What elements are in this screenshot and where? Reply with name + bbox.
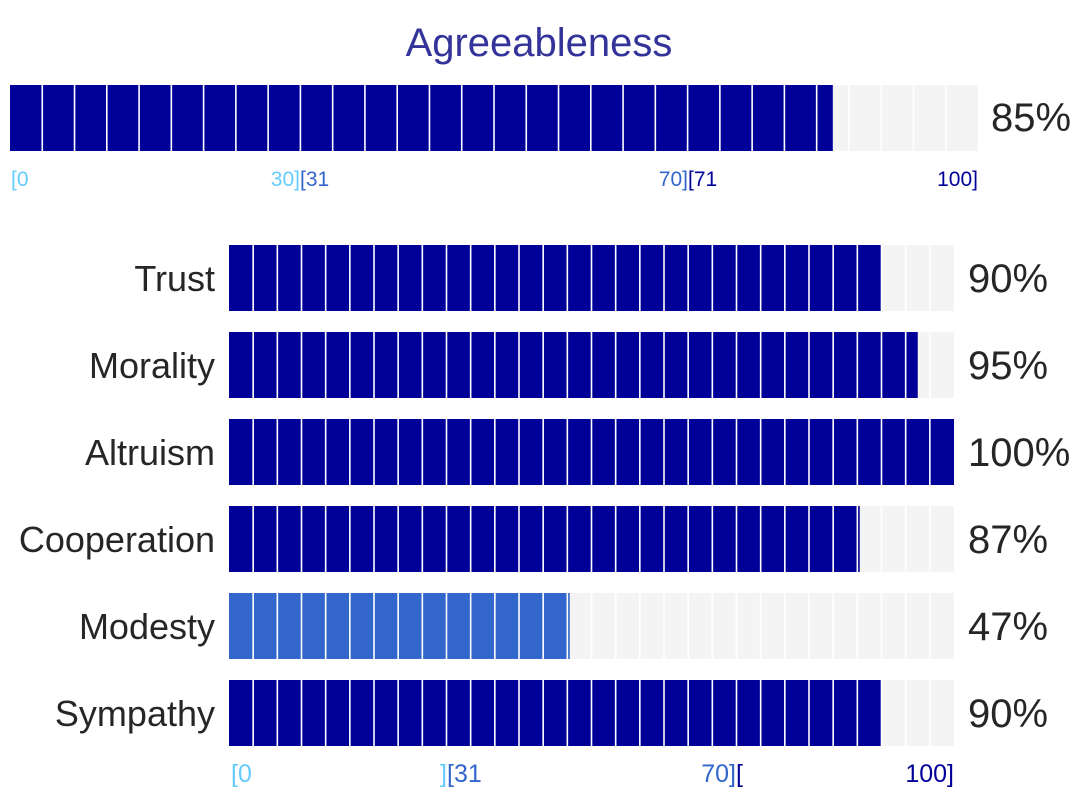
facet-row: Sympathy 90% <box>55 680 1048 746</box>
facet-row: Modesty 47% <box>79 593 1048 659</box>
facet-value-label: 90% <box>968 257 1048 301</box>
facet-tick-label: 70] <box>701 760 736 788</box>
facet-bars: Trust 90% Morality 95% Altruism 100% Cooperati… <box>19 245 1070 746</box>
facet-bar-fill <box>229 332 918 398</box>
facet-label: Trust <box>134 258 215 299</box>
facet-bar-fill <box>229 245 882 311</box>
facet-bar <box>229 593 954 659</box>
facet-bar-fill <box>229 506 860 572</box>
overall-bar-track-fill <box>10 85 833 151</box>
facet-label: Cooperation <box>19 519 215 560</box>
overall-bar <box>10 85 978 151</box>
facet-row: Cooperation 87% <box>19 506 1048 572</box>
overall-tick-label: [71 <box>688 168 717 191</box>
facet-value-label: 100% <box>968 431 1070 475</box>
facet-value-label: 90% <box>968 692 1048 736</box>
facet-bar <box>229 506 954 572</box>
facet-label: Morality <box>89 345 215 386</box>
facet-bar <box>229 332 954 398</box>
facet-tick-label: [ <box>736 760 743 788</box>
overall-value-label: 85% <box>991 96 1071 140</box>
facet-tick-label: 100] <box>905 760 954 788</box>
facet-bar-fill <box>229 593 570 659</box>
facet-row: Altruism 100% <box>85 419 1070 485</box>
facet-tick-label: ] <box>440 760 447 788</box>
overall-bar-track <box>10 85 978 151</box>
facet-bar <box>229 245 954 311</box>
facet-axis-ticks: [0] [31 70][100] <box>231 760 954 788</box>
facet-tick-label: [31 <box>447 760 482 788</box>
overall-tick-label: [31 <box>300 168 329 191</box>
facet-label: Modesty <box>79 606 215 647</box>
facet-bar-fill <box>229 680 882 746</box>
overall-axis-ticks: [0 30] [31 70] [71 100] <box>11 168 978 191</box>
facet-row: Trust 90% <box>134 245 1048 311</box>
facet-tick-label: [0 <box>231 760 252 788</box>
chart-title: Agreeableness <box>406 21 673 65</box>
overall-tick-label: 30] <box>271 168 300 191</box>
facet-value-label: 47% <box>968 605 1048 649</box>
facet-label: Sympathy <box>55 693 215 734</box>
facet-value-label: 87% <box>968 518 1048 562</box>
overall-tick-label: 100] <box>937 168 978 191</box>
facet-bar <box>229 419 954 485</box>
facet-row: Morality 95% <box>89 332 1048 398</box>
facet-bar <box>229 680 954 746</box>
facet-value-label: 95% <box>968 344 1048 388</box>
facet-label: Altruism <box>85 432 215 473</box>
overall-tick-label: [0 <box>11 168 29 191</box>
overall-tick-label: 70] <box>659 168 688 191</box>
